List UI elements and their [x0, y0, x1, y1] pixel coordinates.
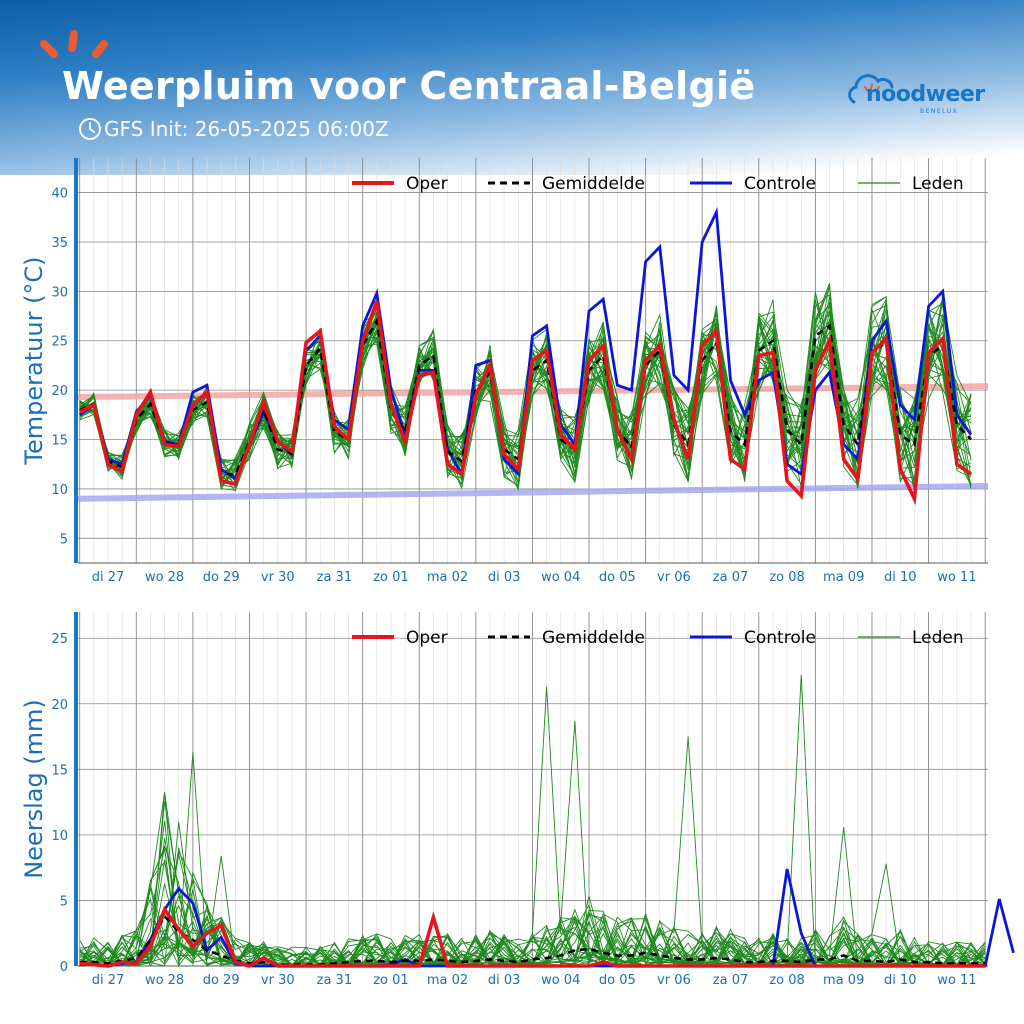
legend-label: Controle — [744, 628, 816, 648]
x-tick-label: do 05 — [599, 570, 636, 585]
y-tick-label: 10 — [51, 829, 68, 844]
member-line — [79, 894, 986, 967]
precipitation-chart: 0 5 10 15 20 25 Neerslag (mm) di 27 wo 28 do 29 vr… — [20, 612, 1015, 988]
y-tick-label: 5 — [60, 894, 68, 909]
logo-subtext: BENELUX — [920, 108, 959, 115]
x-tick-label: di 27 — [92, 570, 125, 585]
y-tick-label: 0 — [60, 960, 68, 975]
x-tick-label: zo 08 — [769, 570, 804, 585]
x-tick-label: ma 02 — [427, 973, 468, 988]
x-tick-label: vr 30 — [261, 570, 295, 585]
x-tick-label: za 07 — [713, 973, 748, 988]
legend-label: Controle — [744, 174, 816, 194]
legend-label: Gemiddelde — [542, 628, 645, 648]
grid — [78, 612, 988, 967]
sun-icon — [40, 30, 108, 58]
x-tick-label: vr 30 — [261, 973, 295, 988]
legend-label: Leden — [912, 174, 964, 194]
y-tick-label: 40 — [51, 187, 68, 202]
legend: Oper Gemiddelde Controle Leden — [352, 628, 964, 648]
logo-text: noodweer — [866, 82, 985, 107]
y-tick-label: 20 — [51, 384, 68, 399]
legend-label: Gemiddelde — [542, 174, 645, 194]
y-tick-label: 25 — [51, 632, 68, 647]
y-tick-label: 35 — [51, 236, 68, 251]
brand-logo: noodweer BENELUX — [846, 68, 985, 118]
x-tick-label: vr 06 — [657, 973, 691, 988]
member-line — [79, 883, 986, 967]
x-tick-label: ma 09 — [823, 570, 864, 585]
oper-line — [78, 300, 973, 506]
x-tick-label: wo 04 — [541, 973, 580, 988]
legend-label: Leden — [912, 628, 964, 648]
init-time: GFS Init: 26-05-2025 06:00Z — [104, 117, 389, 141]
x-tick-label: di 03 — [488, 973, 521, 988]
x-tick-label: di 10 — [884, 973, 917, 988]
climate-min-band — [77, 482, 989, 502]
y-tick-label: 5 — [60, 532, 68, 547]
mean-line — [79, 914, 986, 966]
x-tick-label: vr 06 — [657, 570, 691, 585]
x-tick-label: do 29 — [203, 570, 240, 585]
x-tick-label: wo 11 — [937, 973, 976, 988]
y-tick-label: 10 — [51, 483, 68, 498]
y-tick-label: 20 — [51, 698, 68, 713]
x-tick-label: za 31 — [317, 973, 352, 988]
y-tick-label: 15 — [51, 763, 68, 778]
x-tick-label: wo 28 — [145, 973, 184, 988]
x-tick-label: ma 09 — [823, 973, 864, 988]
x-tick-label: wo 28 — [145, 570, 184, 585]
y-tick-label: 15 — [51, 434, 68, 449]
oper-line — [79, 905, 986, 968]
x-tick-label: ma 02 — [427, 570, 468, 585]
member-line — [79, 910, 986, 967]
y-axis-label: Neerslag (mm) — [20, 699, 48, 879]
cloud-logo-icon — [848, 74, 894, 104]
x-tick-label: di 10 — [884, 570, 917, 585]
x-tick-label: di 27 — [92, 973, 125, 988]
x-tick-label: do 05 — [599, 973, 636, 988]
x-tick-label: wo 04 — [541, 570, 580, 585]
x-tick-label: zo 08 — [769, 973, 804, 988]
x-tick-label: za 31 — [317, 570, 352, 585]
temperature-chart: 5 10 15 20 25 30 35 40 Temperatuur (°C) di 27 wo 2… — [20, 158, 989, 585]
x-tick-label: wo 11 — [937, 570, 976, 585]
x-tick-label: zo 01 — [373, 570, 408, 585]
clock-icon — [79, 118, 101, 140]
y-tick-label: 25 — [51, 335, 68, 350]
x-tick-label: do 29 — [203, 973, 240, 988]
x-tick-label: di 03 — [488, 570, 521, 585]
page-title: Weerpluim voor Centraal-België — [62, 64, 756, 108]
x-tick-label: za 07 — [713, 570, 748, 585]
y-axis-label: Temperatuur (°C) — [20, 256, 48, 465]
legend-label: Oper — [406, 628, 448, 648]
y-tick-label: 30 — [51, 285, 68, 300]
x-tick-label: zo 01 — [373, 973, 408, 988]
legend-label: Oper — [406, 174, 448, 194]
legend: Oper Gemiddelde Controle Leden — [352, 174, 964, 194]
